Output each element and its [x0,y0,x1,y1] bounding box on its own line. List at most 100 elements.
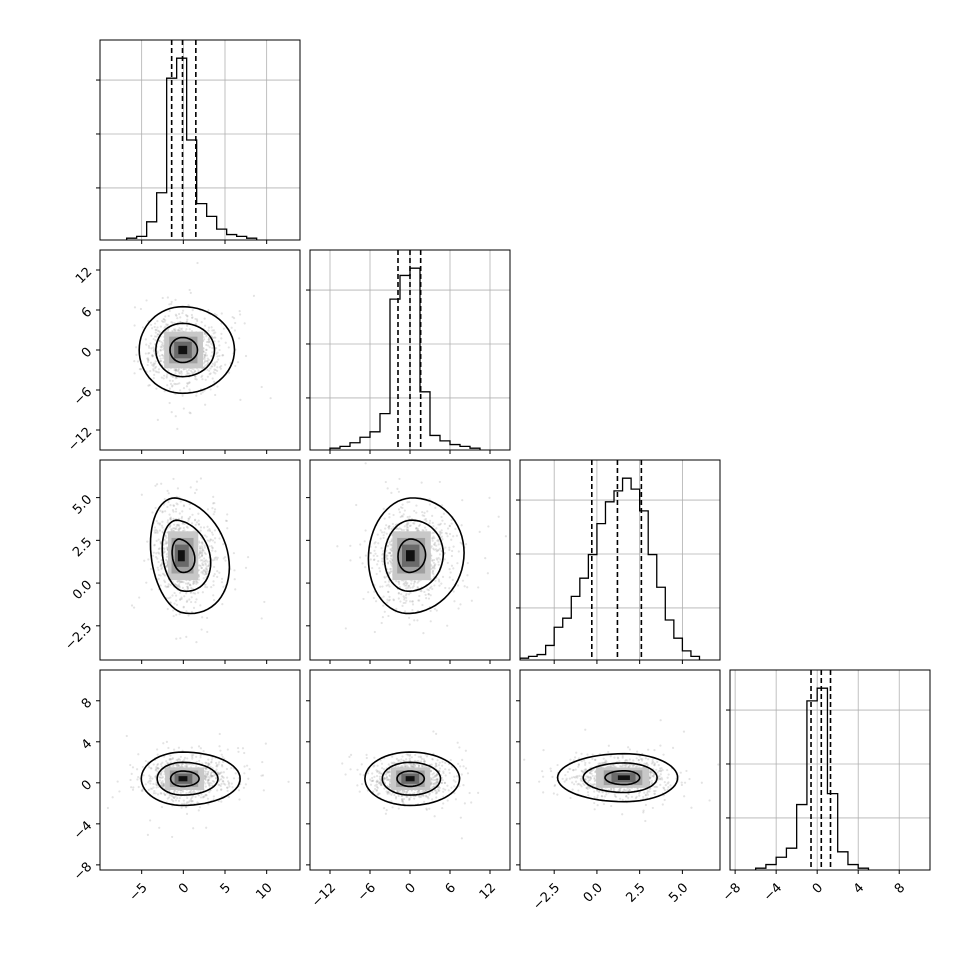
scatter-point [170,529,173,532]
scatter-point [389,540,393,543]
scatter-point [263,600,266,604]
scatter-point [153,322,157,325]
scatter-point [170,528,173,531]
scatter-point [170,302,173,305]
scatter-point [180,517,183,520]
x-tick-label: 0 [176,880,192,896]
scatter-point [175,759,178,762]
scatter-point [218,772,221,775]
scatter-point [386,770,389,773]
scatter-point [224,341,227,344]
scatter-point [174,510,178,513]
scatter-point [452,545,455,548]
scatter-point [213,364,216,367]
scatter-point [399,600,402,603]
scatter-point [385,776,389,779]
scatter-point [433,789,437,792]
scatter-point [147,344,150,348]
scatter-point [222,585,225,588]
scatter-point [218,761,221,764]
scatter-point [216,556,219,559]
scatter-point [222,780,225,783]
scatter-point [425,755,429,758]
scatter-point [218,537,221,540]
scatter-point [423,511,426,514]
scatter-point [438,761,441,764]
scatter-point [205,348,208,352]
scatter-point [435,790,438,794]
scatter-point [181,327,184,330]
scatter-point [412,585,415,588]
scatter-point [208,340,212,343]
scatter-point [428,519,432,522]
scatter-point [215,761,218,765]
scatter-point [412,764,415,768]
scatter-point [434,764,438,767]
scatter-point [382,536,385,540]
scatter-point [159,345,162,348]
scatter-point [207,770,210,773]
scatter-point [580,760,583,763]
scatter-point [176,317,179,320]
scatter-point [403,582,406,585]
scatter-point [592,768,595,771]
scatter-point [178,312,181,316]
scatter-point [424,517,427,521]
scatter-point [197,568,201,572]
scatter-point [205,776,208,779]
histogram-step [126,57,258,240]
scatter-point [220,332,223,335]
scatter-point [206,570,209,573]
scatter-point [186,587,189,590]
scatter-point [413,580,416,583]
scatter-point [182,606,185,609]
scatter-point [407,522,410,525]
scatter-point [456,562,459,565]
scatter-point [213,541,216,544]
scatter-point [188,288,191,292]
scatter-point [211,779,214,783]
scatter-point [154,331,157,334]
scatter-point [402,802,405,805]
scatter-point [164,319,167,322]
scatter-point [382,550,385,553]
scatter-point [430,545,433,548]
scatter-point [186,585,189,588]
scatter-point [658,775,661,778]
scatter-point [215,352,218,355]
scatter-point [176,487,180,490]
scatter-point [419,795,423,798]
scatter-point [239,398,242,401]
scatter-point [198,564,201,567]
scatter-point [204,354,207,357]
scatter-point [199,564,202,568]
scatter-point [153,543,156,546]
scatter-point [186,324,189,327]
scatter-point [201,391,204,394]
scatter-point [180,580,183,583]
scatter-point [147,558,150,561]
scatter-point [364,566,367,569]
scatter-point [406,753,409,756]
scatter-point [133,372,136,375]
scatter-point [212,329,216,332]
scatter-point [233,569,236,572]
scatter-point [372,765,375,768]
scatter-point [198,549,202,552]
scatter-point [420,765,424,768]
scatter-point [367,591,370,594]
scatter-point [374,552,377,555]
scatter-point [378,570,382,573]
scatter-point [405,753,408,756]
scatter-point [194,592,197,595]
scatter-point [178,382,181,385]
scatter-point [382,595,385,598]
scatter-point [154,370,157,373]
scatter-point [172,609,175,612]
scatter-point [183,529,186,532]
scatter-point [152,363,156,366]
scatter-point [191,790,194,794]
scatter-point [227,795,230,798]
scatter-point [175,763,178,766]
scatter-point [207,782,211,786]
